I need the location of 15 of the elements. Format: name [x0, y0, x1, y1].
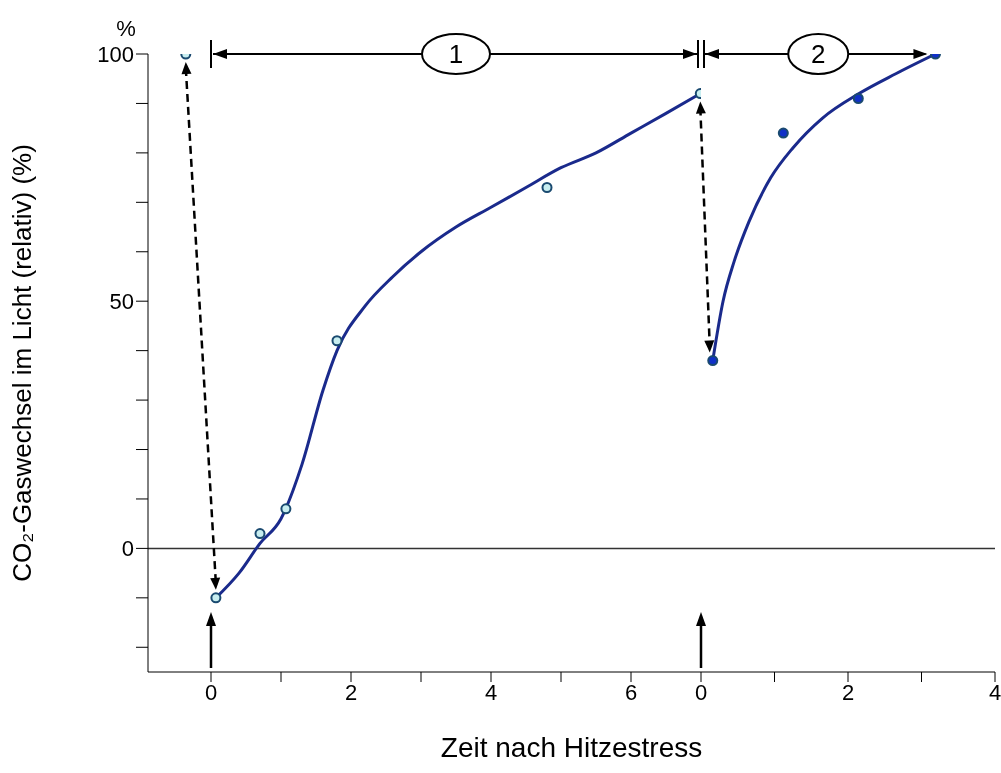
text: % — [116, 16, 136, 41]
annotation: 2 — [811, 39, 826, 69]
x-tick-label: 4 — [484, 679, 498, 705]
x-tick-label: 2 — [841, 679, 855, 705]
y-axis-title: CO₂-Gaswechsel im Licht (relativ) (%) — [7, 144, 38, 582]
y-tick-label: 100 — [97, 41, 134, 67]
y-tick-label: 50 — [109, 289, 134, 315]
y-tick-label: 0 — [121, 536, 134, 562]
x-tick-label: 2 — [344, 679, 358, 705]
x-tick-label: 0 — [204, 679, 218, 705]
x-tick-label: 6 — [624, 679, 638, 705]
x-tick-label: 4 — [988, 679, 1001, 705]
x-axis-title: Zeit nach Hitzestress — [440, 732, 703, 763]
annotation: 1 — [448, 39, 464, 69]
x-tick-label: 0 — [694, 679, 708, 705]
